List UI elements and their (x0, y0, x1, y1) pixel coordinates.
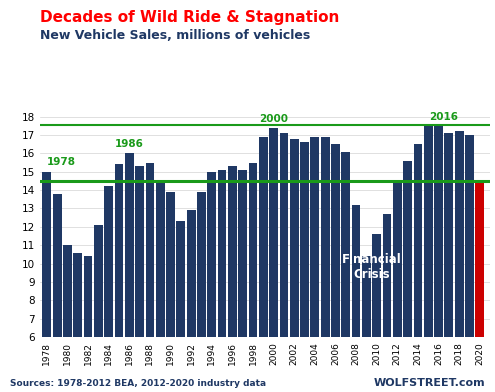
Bar (146, 163, 154, 337)
Bar (248, 163, 257, 337)
Bar (290, 139, 298, 337)
Bar (321, 137, 330, 337)
Bar (331, 144, 340, 337)
Bar (475, 181, 484, 337)
Bar (372, 234, 381, 337)
Bar (259, 137, 268, 337)
Bar (424, 126, 433, 337)
Bar (197, 192, 206, 337)
Bar (166, 192, 175, 337)
Bar (135, 166, 144, 337)
Bar (445, 133, 453, 337)
Bar (53, 194, 61, 337)
Text: Financial
Crisis: Financial Crisis (342, 253, 401, 281)
Bar (413, 144, 422, 337)
Bar (351, 205, 360, 337)
Bar (73, 252, 82, 337)
Bar (187, 211, 196, 337)
Bar (238, 170, 247, 337)
Text: 1986: 1986 (115, 139, 144, 149)
Bar (465, 135, 474, 337)
Text: Decades of Wild Ride & Stagnation: Decades of Wild Ride & Stagnation (40, 10, 339, 25)
Bar (43, 172, 51, 337)
Bar (434, 125, 443, 337)
Text: 2000: 2000 (259, 114, 288, 124)
Bar (362, 256, 371, 337)
Bar (207, 172, 216, 337)
Text: 1978: 1978 (47, 157, 76, 167)
Bar (104, 187, 113, 337)
Bar (84, 256, 93, 337)
Bar (269, 128, 278, 337)
Text: New Vehicle Sales, millions of vehicles: New Vehicle Sales, millions of vehicles (40, 29, 310, 42)
Bar (383, 214, 392, 337)
Bar (310, 137, 319, 337)
Bar (300, 142, 309, 337)
Bar (176, 221, 185, 337)
Bar (342, 152, 350, 337)
Text: Sources: 1978-2012 BEA, 2012-2020 industry data: Sources: 1978-2012 BEA, 2012-2020 indust… (10, 379, 266, 388)
Bar (218, 170, 226, 337)
Bar (114, 164, 123, 337)
Bar (94, 225, 103, 337)
Text: WOLFSTREET.com: WOLFSTREET.com (373, 378, 485, 388)
Bar (393, 181, 401, 337)
Bar (228, 166, 237, 337)
Bar (403, 161, 412, 337)
Bar (63, 245, 72, 337)
Bar (156, 181, 164, 337)
Text: 2016: 2016 (429, 112, 458, 122)
Bar (125, 153, 134, 337)
Bar (280, 133, 288, 337)
Bar (455, 131, 463, 337)
